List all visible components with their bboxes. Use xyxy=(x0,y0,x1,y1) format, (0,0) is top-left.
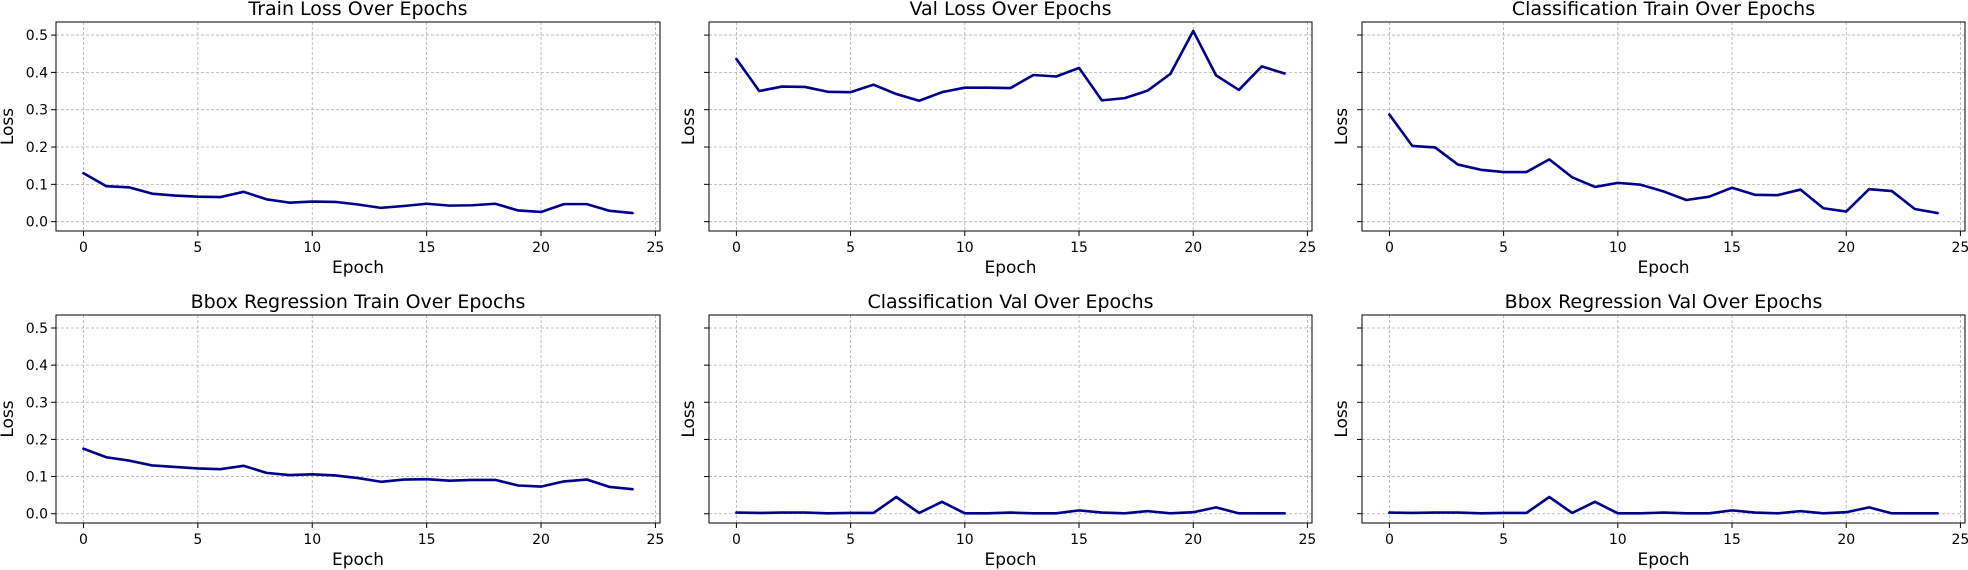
x-tick-label: 20 xyxy=(1184,532,1202,548)
x-tick-label: 25 xyxy=(1952,532,1968,548)
loss-series-line xyxy=(82,447,634,491)
x-tick-label: 5 xyxy=(193,532,202,548)
y-tick-label: 0.2 xyxy=(26,140,48,156)
x-tick-label: 5 xyxy=(846,240,855,256)
x-tick-label: 5 xyxy=(846,532,855,548)
y-axis-label: Loss xyxy=(679,400,699,437)
x-tick-label: 25 xyxy=(1299,240,1317,256)
x-tick-label: 25 xyxy=(1952,240,1968,256)
x-axis-label: Epoch xyxy=(332,258,384,278)
x-tick-label: 20 xyxy=(532,240,550,256)
x-tick-label: 10 xyxy=(303,240,321,256)
y-axis-label: Loss xyxy=(679,108,699,145)
subplot-3: 0 5 10 15 20 25 Classification Train Over Epoc… xyxy=(1332,0,1968,278)
x-tick-label: 0 xyxy=(79,240,88,256)
x-tick-label: 15 xyxy=(1070,532,1088,548)
plot-frame xyxy=(1361,21,1966,232)
y-tick-label: 0.0 xyxy=(26,215,48,231)
x-tick-label: 20 xyxy=(532,532,550,548)
plot-frame xyxy=(55,21,661,232)
y-tick-label: 0.5 xyxy=(26,321,48,337)
subplot-title: Classification Val Over Epochs xyxy=(867,291,1153,313)
x-tick-label: 5 xyxy=(1499,532,1508,548)
subplot-title: Bbox Regression Train Over Epochs xyxy=(191,291,526,313)
x-tick-label: 15 xyxy=(1723,532,1741,548)
x-tick-label: 10 xyxy=(956,532,974,548)
x-axis-label: Epoch xyxy=(984,258,1036,278)
x-tick-label: 15 xyxy=(1723,240,1741,256)
loss-series-line xyxy=(735,495,1286,515)
x-tick-label: 10 xyxy=(1609,532,1627,548)
x-tick-label: 10 xyxy=(1609,240,1627,256)
plot-frame xyxy=(708,314,1313,524)
plot-frame xyxy=(708,21,1313,232)
x-tick-label: 10 xyxy=(956,240,974,256)
y-tick-label: 0.0 xyxy=(26,507,48,523)
x-tick-label: 25 xyxy=(647,532,665,548)
y-tick-label: 0.5 xyxy=(26,28,48,44)
x-tick-label: 20 xyxy=(1837,240,1855,256)
subplot-title: Train Loss Over Epochs xyxy=(247,0,467,20)
subplot-2: 0 5 10 15 20 25 Val Loss Over Epochs Epoch Loss xyxy=(679,0,1316,278)
x-tick-label: 15 xyxy=(418,240,436,256)
y-tick-label: 0.1 xyxy=(26,470,48,486)
y-axis-label: Loss xyxy=(0,108,18,145)
subplot-5: 0 5 10 15 20 25 Classification Val Over Epochs… xyxy=(679,291,1316,570)
loss-series-line xyxy=(82,171,634,215)
loss-series-line xyxy=(735,29,1286,103)
x-tick-label: 0 xyxy=(1385,532,1394,548)
x-tick-label: 0 xyxy=(79,532,88,548)
y-axis-label: Loss xyxy=(0,400,18,437)
x-axis-label: Epoch xyxy=(332,550,384,570)
x-tick-label: 0 xyxy=(732,240,741,256)
x-tick-label: 0 xyxy=(1385,240,1394,256)
y-axis-label: Loss xyxy=(1332,400,1352,437)
x-tick-label: 0 xyxy=(732,532,741,548)
x-tick-label: 20 xyxy=(1837,532,1855,548)
subplot-6: 0 5 10 15 20 25 Bbox Regression Val Over Epoch… xyxy=(1332,291,1968,570)
subplot-title: Classification Train Over Epochs xyxy=(1512,0,1815,20)
x-tick-label: 25 xyxy=(1299,532,1317,548)
y-tick-label: 0.4 xyxy=(26,358,48,374)
x-tick-label: 20 xyxy=(1184,240,1202,256)
subplot-4: 0 5 10 15 20 25 0.0 0.1 0.2 0.3 0.4 0.5 Bbox Regress… xyxy=(0,291,664,570)
x-axis-label: Epoch xyxy=(1637,258,1689,278)
y-tick-label: 0.2 xyxy=(26,432,48,448)
plot-frame xyxy=(1361,314,1966,524)
y-axis-label: Loss xyxy=(1332,108,1352,145)
x-axis-label: Epoch xyxy=(1637,550,1689,570)
y-tick-label: 0.1 xyxy=(26,177,48,193)
x-tick-label: 10 xyxy=(303,532,321,548)
subplot-title: Bbox Regression Val Over Epochs xyxy=(1505,291,1823,313)
subplot-title: Val Loss Over Epochs xyxy=(909,0,1111,20)
y-tick-label: 0.3 xyxy=(26,103,48,119)
plot-frame xyxy=(55,314,661,524)
subplot-1: 0 5 10 15 20 25 0.0 0.1 0.2 0.3 0.4 0.5 Train Loss O… xyxy=(0,0,664,278)
y-tick-label: 0.3 xyxy=(26,395,48,411)
x-tick-label: 5 xyxy=(193,240,202,256)
loss-series-line xyxy=(1388,495,1939,515)
x-tick-label: 15 xyxy=(418,532,436,548)
x-axis-label: Epoch xyxy=(984,550,1036,570)
y-tick-label: 0.4 xyxy=(26,65,48,81)
loss-series-line xyxy=(1388,113,1939,215)
x-tick-label: 5 xyxy=(1499,240,1508,256)
x-tick-label: 25 xyxy=(647,240,665,256)
x-tick-label: 15 xyxy=(1070,240,1088,256)
